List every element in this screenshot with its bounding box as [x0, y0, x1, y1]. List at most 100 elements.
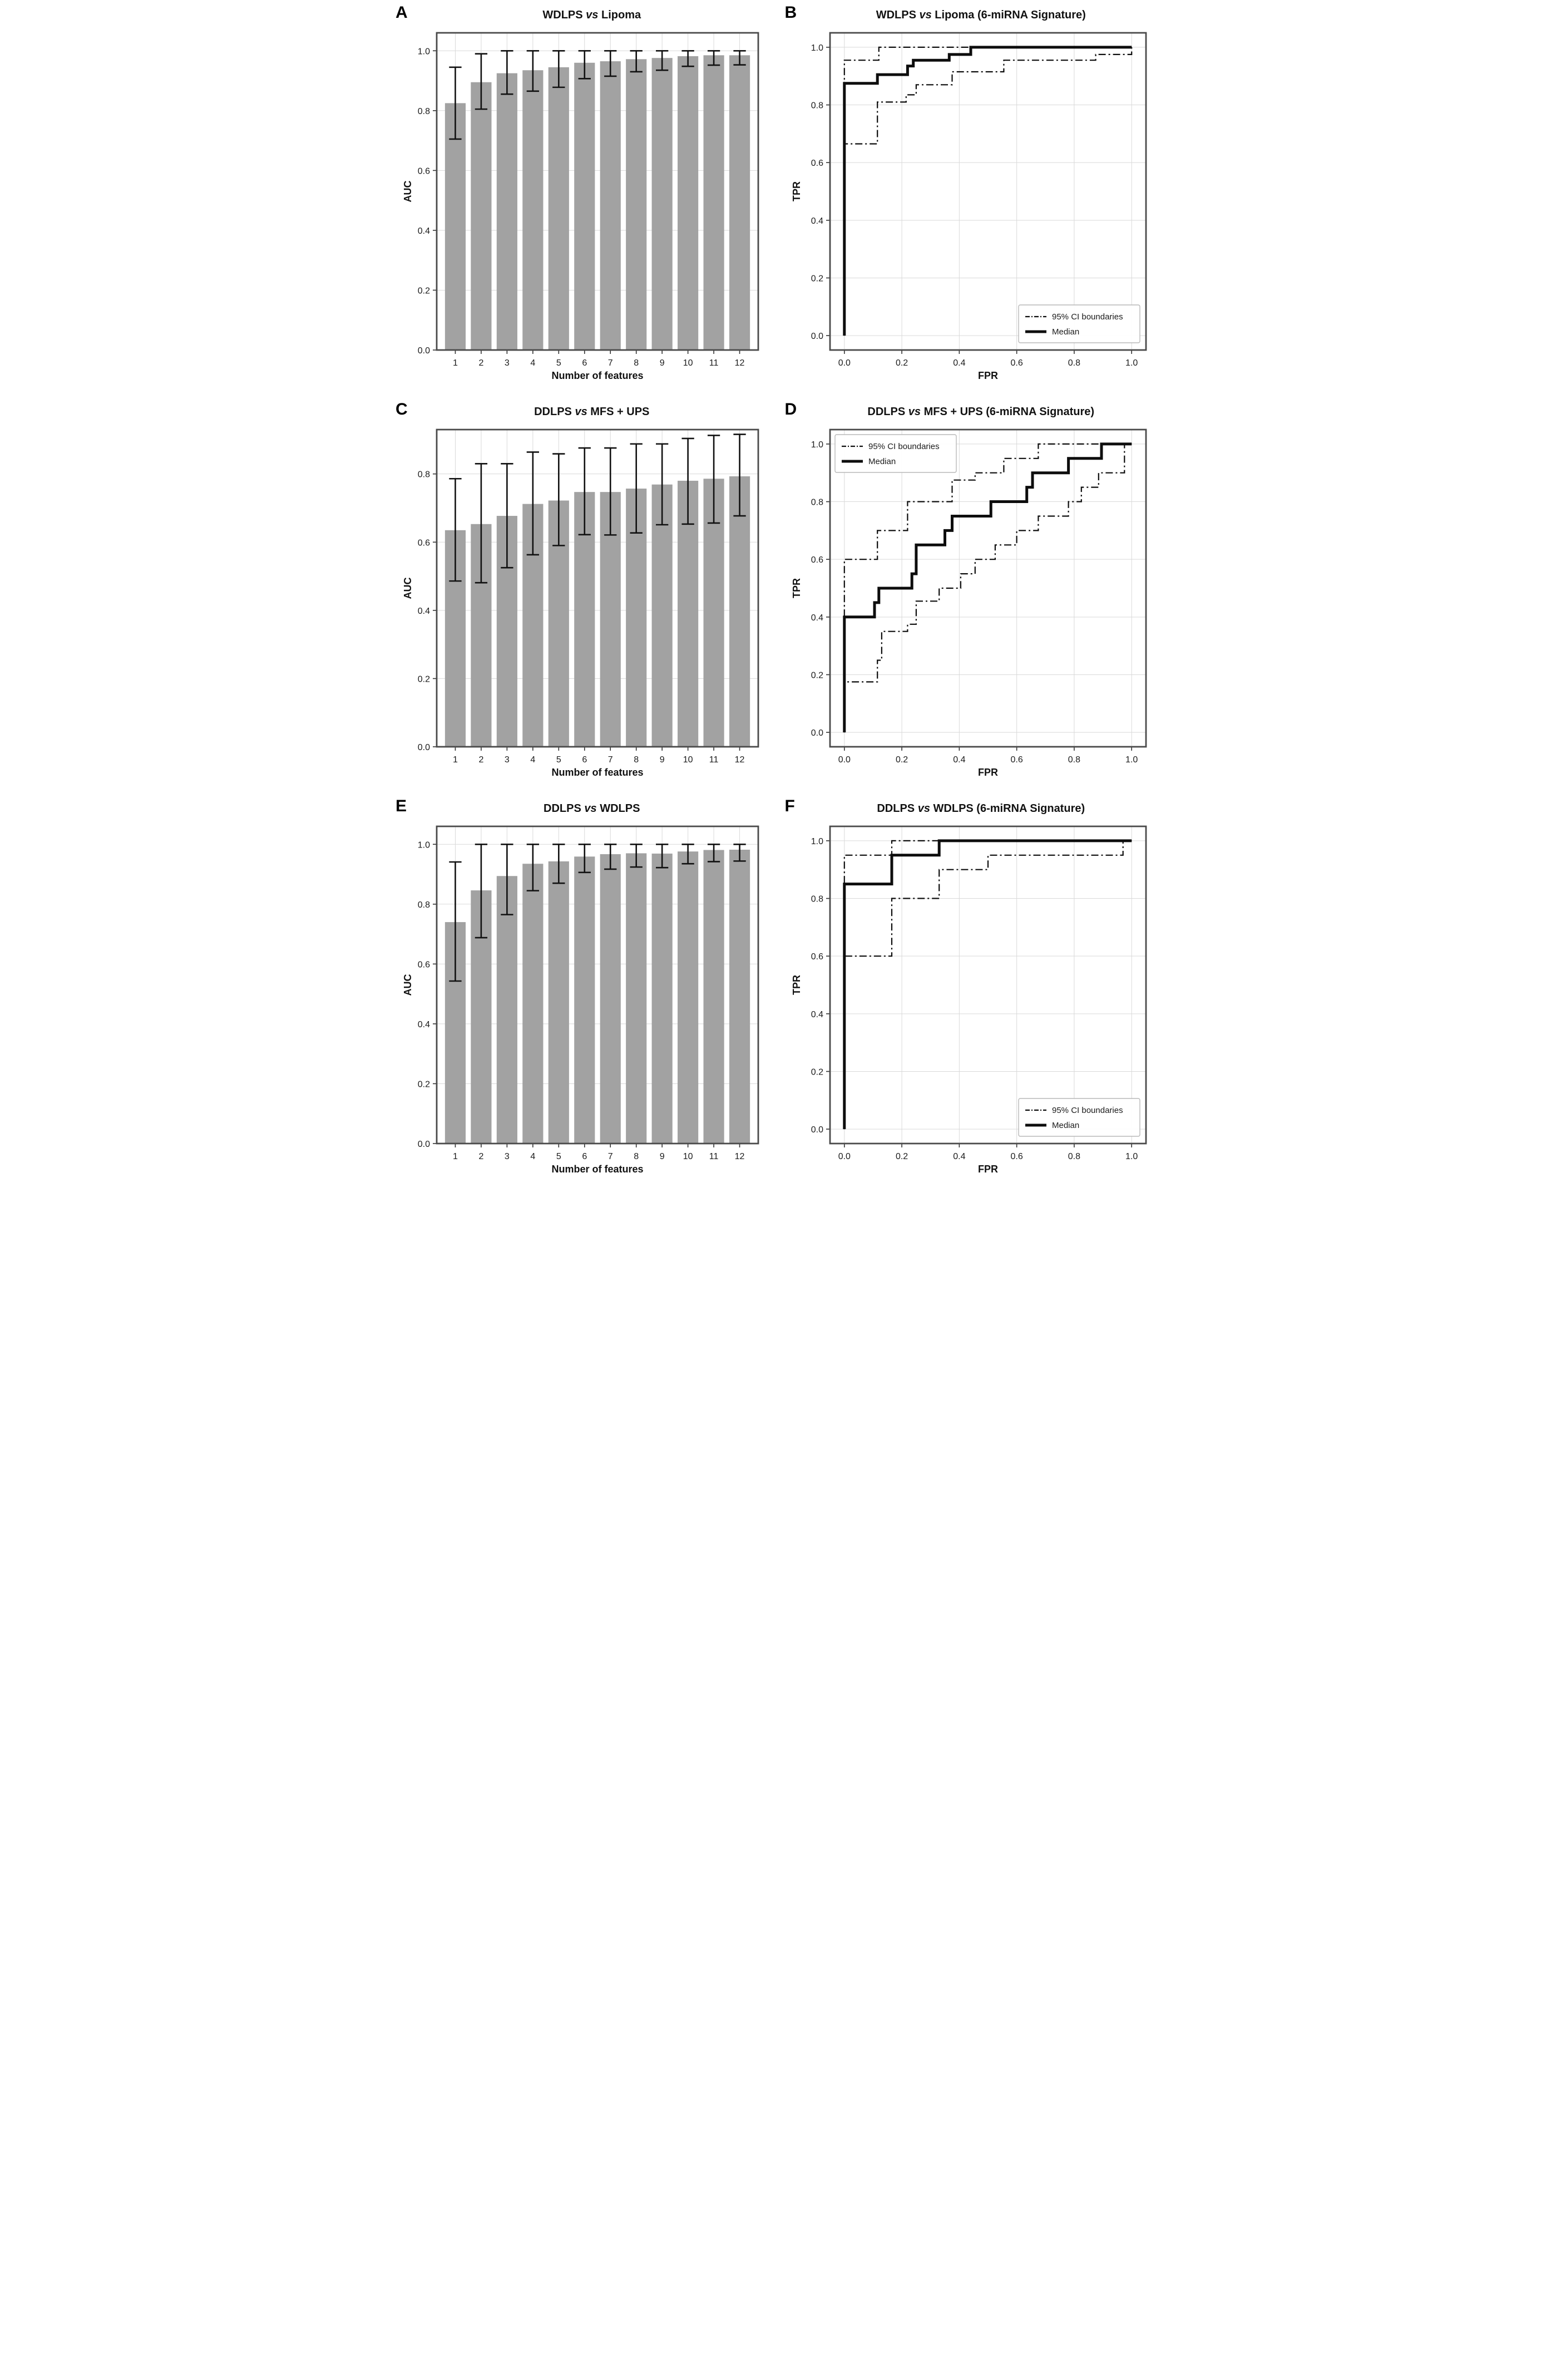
svg-text:1.0: 1.0 [1125, 755, 1138, 765]
svg-text:3: 3 [505, 358, 510, 368]
panel-title: WDLPS vs Lipoma (6-miRNA Signature) [795, 9, 1168, 22]
svg-text:0.4: 0.4 [418, 607, 430, 616]
svg-text:0.6: 0.6 [811, 159, 823, 168]
svg-text:0.4: 0.4 [418, 1020, 430, 1029]
svg-text:TPR: TPR [791, 181, 802, 201]
svg-text:0.6: 0.6 [418, 960, 430, 969]
svg-text:95% CI boundaries: 95% CI boundaries [868, 442, 940, 451]
panel-d: D DDLPS vs MFS + UPS (6-miRNA Signature)… [778, 397, 1168, 794]
svg-text:1.0: 1.0 [418, 840, 430, 850]
svg-text:Number of features: Number of features [551, 370, 643, 381]
svg-text:0.4: 0.4 [953, 755, 965, 765]
svg-text:0.8: 0.8 [1068, 358, 1080, 368]
svg-text:0.0: 0.0 [811, 1125, 823, 1135]
panel-title-vs: vs [908, 406, 921, 418]
svg-text:2: 2 [478, 755, 483, 765]
svg-text:4: 4 [530, 1152, 535, 1161]
svg-text:0.2: 0.2 [896, 1152, 908, 1161]
svg-text:0.8: 0.8 [811, 101, 823, 111]
svg-text:AUC: AUC [402, 181, 413, 203]
panel-letter: E [396, 797, 407, 815]
svg-text:0.4: 0.4 [418, 226, 430, 236]
svg-text:0.4: 0.4 [811, 613, 823, 623]
panel-letter: C [396, 400, 408, 418]
panel-e: E DDLPS vs WDLPS 1 2 3 4 5 6 7 8 9 10 11 12 0.0 0.2 0.… [389, 794, 778, 1190]
panel-letter: D [784, 400, 797, 418]
panel-title-vs: vs [575, 406, 587, 418]
panel-title: WDLPS vs Lipoma [406, 9, 778, 22]
svg-text:1.0: 1.0 [1125, 1152, 1138, 1161]
svg-text:FPR: FPR [978, 370, 998, 381]
svg-text:9: 9 [659, 755, 664, 765]
svg-text:0.2: 0.2 [418, 1080, 430, 1089]
svg-text:0.2: 0.2 [896, 755, 908, 765]
svg-text:0.2: 0.2 [896, 358, 908, 368]
svg-text:10: 10 [683, 755, 693, 765]
svg-text:9: 9 [659, 358, 664, 368]
svg-text:0.0: 0.0 [418, 1140, 430, 1149]
roc-chart-ddlps-vs-wdlps: 0.0 0.2 0.4 0.6 0.8 1.0 95% CI boundaries Media… [791, 825, 1147, 1175]
svg-text:0.0: 0.0 [418, 743, 430, 752]
panel-a: A WDLPS vs Lipoma 1 2 3 4 5 6 7 8 9 10 11 12 0.0 0.2 0… [389, 0, 778, 397]
panel-b: B WDLPS vs Lipoma (6-miRNA Signature) 0.… [778, 0, 1168, 397]
svg-text:1.0: 1.0 [811, 43, 823, 53]
panel-title-part: DDLPS [534, 406, 572, 418]
panel-title-part: Lipoma (6-miRNA Signature) [935, 9, 1086, 21]
figure-grid: A WDLPS vs Lipoma 1 2 3 4 5 6 7 8 9 10 11 12 0.0 0.2 0… [389, 0, 1167, 1190]
svg-text:7: 7 [608, 755, 613, 765]
svg-text:5: 5 [556, 358, 561, 368]
panel-title: DDLPS vs MFS + UPS [406, 406, 778, 418]
svg-text:12: 12 [734, 1152, 744, 1161]
svg-text:FPR: FPR [978, 767, 998, 778]
svg-text:12: 12 [734, 358, 744, 368]
svg-text:9: 9 [659, 1152, 664, 1161]
svg-text:8: 8 [634, 1152, 639, 1161]
svg-text:AUC: AUC [402, 578, 413, 599]
panel-letter: F [784, 797, 795, 815]
svg-text:10: 10 [683, 358, 693, 368]
svg-text:0.6: 0.6 [811, 555, 823, 565]
panel-title-part: WDLPS (6-miRNA Signature) [933, 802, 1085, 815]
roc-chart-wdlps-vs-lipoma: 0.0 0.2 0.4 0.6 0.8 1.0 95% CI boundaries Media… [791, 32, 1147, 381]
svg-text:TPR: TPR [791, 578, 802, 598]
svg-text:4: 4 [530, 755, 535, 765]
svg-text:11: 11 [709, 1152, 719, 1161]
svg-text:95% CI boundaries: 95% CI boundaries [1052, 312, 1123, 322]
panel-letter: A [396, 3, 408, 22]
svg-text:2: 2 [478, 358, 483, 368]
panel-title: DDLPS vs WDLPS (6-miRNA Signature) [795, 802, 1168, 815]
panel-title-part: WDLPS [876, 9, 916, 21]
panel-title-part: DDLPS [867, 406, 906, 418]
svg-text:0.4: 0.4 [811, 1010, 823, 1019]
svg-text:1: 1 [453, 755, 458, 765]
svg-text:Number of features: Number of features [551, 1164, 643, 1175]
panel-title-vs: vs [917, 802, 930, 815]
svg-text:AUC: AUC [402, 974, 413, 996]
svg-text:0.8: 0.8 [811, 895, 823, 904]
panel-title-part: MFS + UPS [590, 406, 650, 418]
svg-text:6: 6 [582, 358, 587, 368]
panel-title-part: DDLPS [544, 802, 581, 815]
svg-text:0.6: 0.6 [1011, 1152, 1023, 1161]
svg-text:0.0: 0.0 [811, 332, 823, 341]
panel-letter: B [784, 3, 797, 22]
svg-text:5: 5 [556, 1152, 561, 1161]
svg-text:0.4: 0.4 [953, 1152, 965, 1161]
svg-text:Number of features: Number of features [551, 767, 643, 778]
svg-text:11: 11 [709, 755, 719, 765]
svg-text:8: 8 [634, 358, 639, 368]
svg-text:3: 3 [505, 1152, 510, 1161]
panel-title-part: WDLPS [542, 9, 583, 21]
svg-text:0.8: 0.8 [1068, 755, 1080, 765]
svg-text:1.0: 1.0 [811, 837, 823, 846]
bar-chart-wdlps-vs-lipoma: 1 2 3 4 5 6 7 8 9 10 11 120.00.20.40.60.81.0Number … [402, 32, 759, 381]
svg-text:0.8: 0.8 [418, 107, 430, 116]
svg-text:0.2: 0.2 [811, 1067, 823, 1077]
svg-text:0.0: 0.0 [418, 346, 430, 356]
panel-title: DDLPS vs WDLPS [406, 802, 778, 815]
svg-text:FPR: FPR [978, 1164, 998, 1175]
svg-text:1.0: 1.0 [811, 440, 823, 450]
bar-chart-ddlps-vs-wdlps: 1 2 3 4 5 6 7 8 9 10 11 120.00.20.40.60.81.0Number … [402, 825, 759, 1175]
svg-text:Median: Median [1052, 1121, 1079, 1130]
